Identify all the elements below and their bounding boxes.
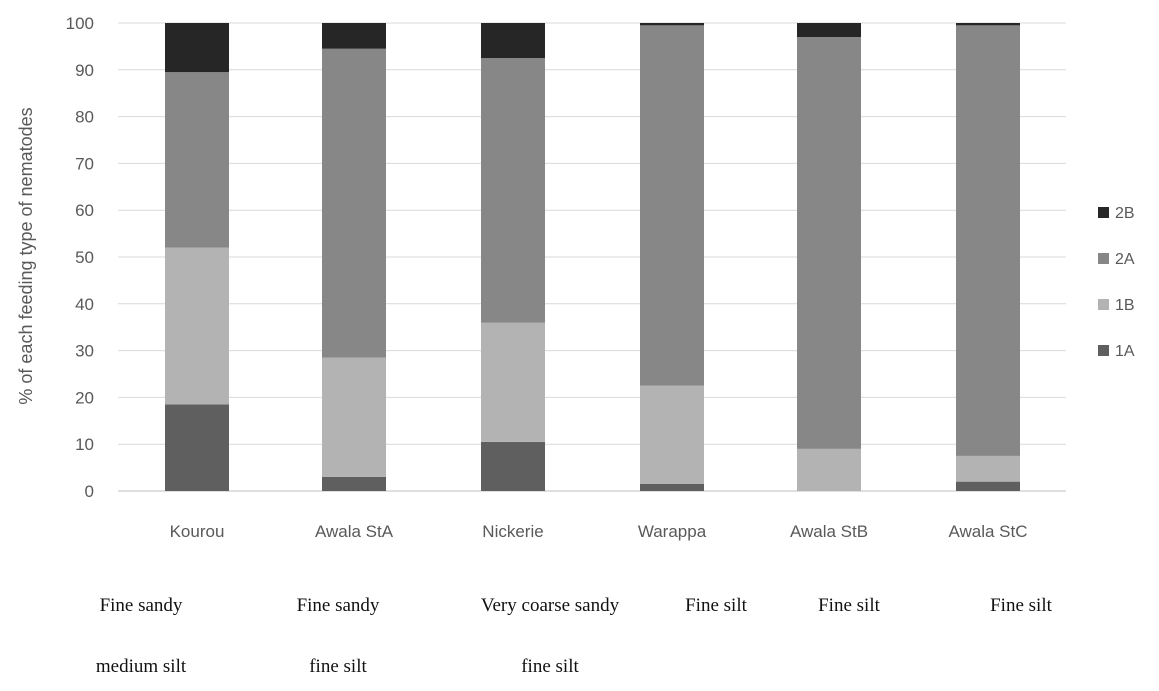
y-tick-label: 40 bbox=[75, 295, 94, 314]
sediment-label: medium silt bbox=[95, 656, 187, 677]
x-tick-label: Kourou bbox=[170, 522, 225, 541]
legend-swatch-2b bbox=[1098, 207, 1109, 218]
bar-segment-1a bbox=[481, 441, 545, 491]
x-tick-label: Awala StA bbox=[315, 522, 394, 541]
bar-segment-2b bbox=[481, 23, 545, 59]
y-tick-label: 80 bbox=[75, 108, 94, 127]
sediment-label: Fine silt bbox=[990, 595, 1052, 616]
bar-segment-2a bbox=[640, 25, 704, 386]
x-axis-ticks: Kourou Awala StA Nickerie Warappa Awala StB A… bbox=[170, 522, 1028, 541]
y-axis-label: % of each feeding type of nematodes bbox=[16, 107, 36, 404]
y-tick-label: 50 bbox=[75, 248, 94, 267]
bar-segment-1a bbox=[322, 476, 386, 491]
sediment-label: fine silt bbox=[309, 656, 367, 677]
y-tick-label: 100 bbox=[66, 14, 94, 33]
y-tick-label: 0 bbox=[85, 482, 94, 501]
bars bbox=[165, 23, 1020, 491]
legend-label: 2B bbox=[1115, 205, 1135, 222]
bar-segment-2b bbox=[322, 23, 386, 49]
bar-segment-2b bbox=[165, 23, 229, 73]
y-tick-label: 10 bbox=[75, 435, 94, 454]
legend-label: 1A bbox=[1115, 343, 1135, 360]
sediment-label: Fine silt bbox=[685, 595, 747, 616]
bar-segment-1b bbox=[640, 385, 704, 484]
legend: 2B 2A 1B 1A bbox=[1098, 205, 1135, 360]
bar-segment-2a bbox=[481, 58, 545, 323]
y-tick-label: 30 bbox=[75, 342, 94, 361]
sediment-label: Very coarse sandy bbox=[480, 595, 620, 616]
y-tick-label: 70 bbox=[75, 154, 94, 173]
bar-segment-1a bbox=[956, 481, 1020, 491]
x-tick-label: Nickerie bbox=[482, 522, 543, 541]
bar-segment-1b bbox=[956, 455, 1020, 482]
gridlines bbox=[118, 22, 1066, 492]
y-tick-label: 20 bbox=[75, 388, 94, 407]
bar-segment-1a bbox=[165, 404, 229, 491]
x-tick-label: Awala StC bbox=[948, 522, 1027, 541]
bar-segment-2a bbox=[322, 48, 386, 358]
bar-segment-1b bbox=[481, 322, 545, 442]
legend-swatch-1a bbox=[1098, 345, 1109, 356]
bar-segment-2a bbox=[797, 37, 861, 449]
sediment-label: fine silt bbox=[521, 656, 579, 677]
y-axis-ticks: 0 10 20 30 40 50 60 70 80 90 100 bbox=[66, 14, 94, 501]
sediment-label: Fine sandy bbox=[296, 595, 380, 616]
bar-segment-2b bbox=[956, 23, 1020, 26]
legend-swatch-2a bbox=[1098, 253, 1109, 264]
legend-swatch-1b bbox=[1098, 299, 1109, 310]
bar-segment-2a bbox=[165, 72, 229, 248]
bar-segment-2b bbox=[640, 23, 704, 26]
sediment-label: Fine sandy bbox=[99, 595, 183, 616]
x-tick-label: Warappa bbox=[638, 522, 707, 541]
bar-segment-1b bbox=[322, 357, 386, 477]
legend-label: 1B bbox=[1115, 297, 1135, 314]
sediment-label: Fine silt bbox=[818, 595, 880, 616]
y-tick-label: 90 bbox=[75, 61, 94, 80]
x-tick-label: Awala StB bbox=[790, 522, 868, 541]
bar-segment-1b bbox=[165, 247, 229, 405]
y-tick-label: 60 bbox=[75, 201, 94, 220]
bar-segment-1b bbox=[797, 448, 861, 491]
bar-segment-2b bbox=[797, 23, 861, 38]
legend-label: 2A bbox=[1115, 251, 1135, 268]
bar-segment-1a bbox=[640, 483, 704, 491]
bar-segment-2a bbox=[956, 25, 1020, 456]
